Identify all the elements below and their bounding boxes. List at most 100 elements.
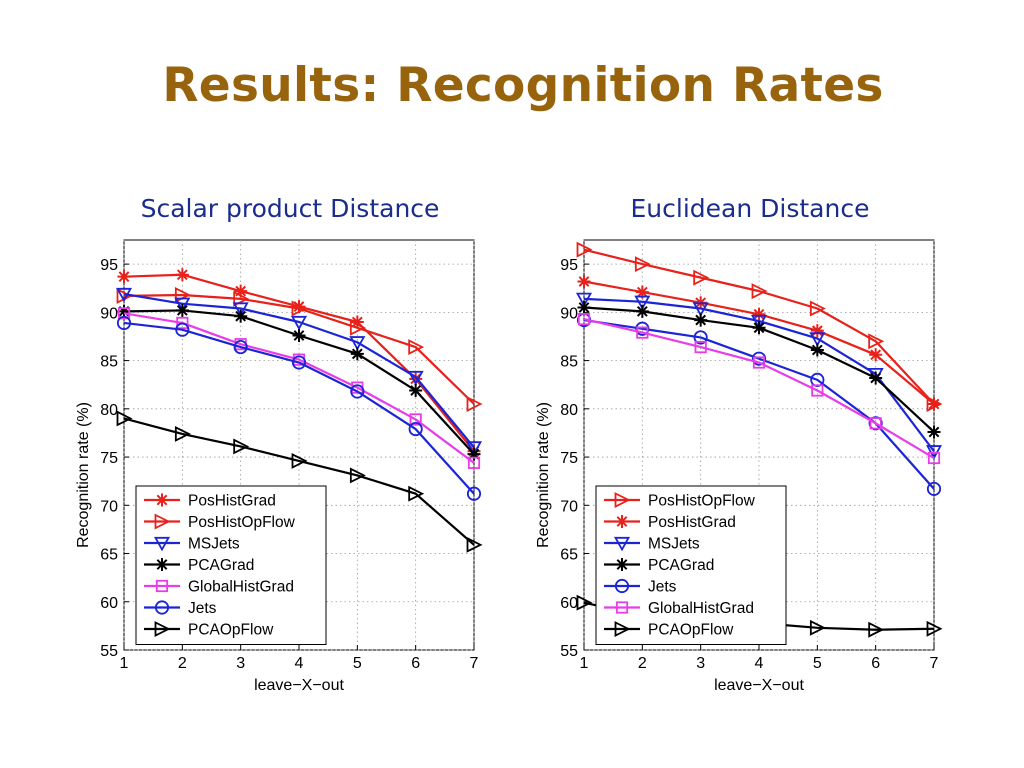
chart-euclidean: Euclidean Distance 55 60 65 70 75 80 85 90 95 1 2 3…: [520, 190, 960, 710]
x-tick-label: 6: [411, 655, 420, 672]
data-point: [635, 285, 649, 299]
legend-marker: [615, 515, 629, 528]
series-PosHistOpFlow: [576, 241, 943, 412]
series-PCAGrad: [577, 301, 941, 439]
data-point: [694, 340, 707, 354]
legend-label: PCAGrad: [648, 557, 714, 574]
data-point: [176, 316, 189, 330]
legend-label: PosHistGrad: [648, 514, 736, 531]
legend-marker: [154, 600, 170, 615]
x-tick-label: 2: [178, 655, 187, 672]
x-tick-label: 5: [353, 655, 362, 672]
y-tick-label: 65: [100, 547, 118, 564]
data-point: [751, 351, 767, 366]
y-tick-label: 75: [560, 450, 578, 467]
x-tick-label: 4: [755, 655, 764, 672]
legend-label: MSJets: [188, 536, 240, 553]
data-point: [809, 300, 826, 317]
y-tick-label: 65: [560, 547, 578, 564]
data-point: [926, 481, 942, 496]
data-point: [350, 384, 365, 399]
data-point: [233, 438, 250, 455]
x-axis-label: leave−X−out: [254, 677, 344, 694]
data-point: [174, 425, 191, 442]
data-point: [408, 339, 425, 356]
data-point: [810, 324, 824, 338]
data-point: [292, 329, 306, 343]
legend-marker: [155, 558, 169, 571]
data-point: [407, 370, 424, 386]
y-tick-label: 85: [560, 354, 578, 371]
legend-marker: [154, 513, 171, 530]
legend-marker: [155, 493, 169, 507]
data-point: [634, 256, 651, 273]
legend-marker: [614, 621, 631, 637]
data-point: [868, 333, 885, 350]
series-line: [123, 417, 475, 546]
y-tick-label: 60: [560, 595, 578, 612]
data-point: [693, 330, 708, 345]
data-point: [234, 309, 248, 323]
y-axis-label: Recognition rate (%): [535, 402, 552, 548]
legend-label: MSJets: [648, 536, 700, 553]
series-PosHistGrad: [117, 268, 481, 458]
data-point: [291, 355, 307, 370]
series-line: [583, 248, 935, 405]
x-tick-label: 7: [470, 655, 479, 672]
data-point: [635, 321, 650, 336]
legend-marker: [154, 621, 171, 637]
series-PosHistGrad: [577, 274, 941, 411]
data-point: [349, 319, 366, 336]
data-point: [927, 425, 941, 439]
y-tick-label: 90: [100, 305, 118, 322]
data-point: [292, 300, 306, 314]
legend-marker: [155, 579, 169, 593]
data-point: [117, 304, 131, 318]
data-point: [233, 290, 250, 307]
legend-label: Jets: [188, 600, 217, 617]
data-point: [926, 620, 943, 637]
data-point: [350, 347, 364, 361]
data-point: [752, 307, 766, 321]
legend-label: GlobalHistGrad: [648, 600, 754, 617]
y-tick-label: 80: [100, 402, 118, 419]
data-point: [349, 336, 366, 351]
series-line: [583, 318, 935, 459]
legend-label: PCAGrad: [188, 557, 254, 574]
data-point: [577, 274, 591, 288]
data-point: [465, 441, 483, 456]
chart-title: Scalar product Distance: [140, 194, 440, 223]
series-line: [123, 292, 475, 449]
x-tick-label: 2: [638, 655, 647, 672]
data-point: [350, 315, 364, 329]
data-point: [810, 343, 824, 357]
chart-plot-euclidean: 55 60 65 70 75 80 85 90 95 1 2 3 4 5 6 7 leave−X−out Reco…: [535, 239, 943, 694]
data-point: [577, 313, 591, 326]
x-tick-label: 1: [580, 655, 589, 672]
y-axis-label: Recognition rate (%): [75, 402, 92, 548]
x-tick-label: 6: [871, 655, 880, 672]
data-point: [467, 447, 481, 461]
data-point: [409, 372, 423, 386]
y-tick-label: 60: [100, 595, 118, 612]
legend-label: PCAOpFlow: [188, 622, 274, 639]
data-point: [750, 314, 768, 330]
x-tick-label: 4: [295, 655, 304, 672]
data-point: [232, 302, 249, 317]
chart-scalar-product: Scalar product Distance 55 60 65 70 75 80 85 90…: [60, 190, 500, 710]
slide-title: Results: Recognition Rates: [162, 58, 884, 113]
x-axis-label: leave−X−out: [714, 677, 804, 694]
data-point: [576, 241, 593, 258]
data-point: [466, 536, 483, 553]
data-point: [175, 303, 189, 317]
legend-label: PCAOpFlow: [648, 622, 734, 639]
data-point: [466, 396, 483, 412]
y-tick-label: 90: [560, 305, 578, 322]
data-point: [408, 422, 423, 437]
series-Jets: [116, 315, 482, 501]
legend-label: PosHistOpFlow: [188, 514, 296, 531]
data-point: [751, 283, 768, 300]
legend-label: PosHistGrad: [188, 493, 276, 510]
data-point: [634, 295, 651, 311]
data-point: [575, 292, 593, 308]
